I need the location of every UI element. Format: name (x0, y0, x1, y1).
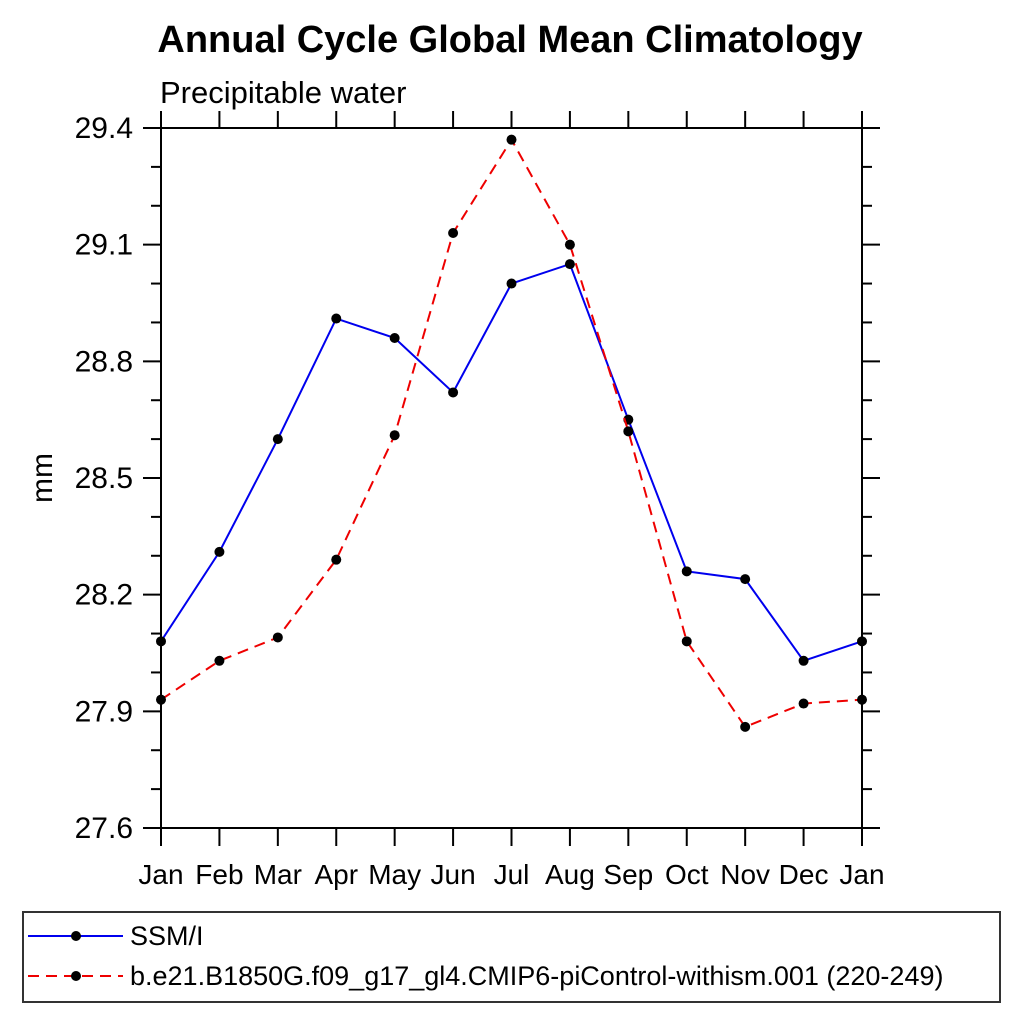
x-tick-label: Aug (545, 859, 595, 890)
data-point (857, 636, 867, 647)
data-point (798, 655, 809, 666)
y-tick-label: 27.9 (75, 695, 133, 728)
y-tick-label: 29.1 (75, 229, 133, 262)
x-tick-label: Feb (195, 859, 243, 890)
legend-sample-marker-1 (71, 971, 81, 981)
data-point (448, 228, 459, 238)
y-tick-label: 28.5 (75, 462, 133, 495)
legend-label-model: b.e21.B1850G.f09_g17_gl4.CMIP6-piControl… (130, 961, 943, 991)
x-tick-label: Jul (494, 859, 530, 890)
x-tick-label: Oct (665, 859, 709, 890)
x-tick-label: Mar (254, 859, 302, 890)
data-point (389, 430, 400, 441)
x-tick-label: Sep (603, 859, 653, 890)
data-point (506, 134, 517, 145)
data-point (156, 636, 166, 647)
data-point (564, 259, 575, 270)
x-tick-label: Jun (431, 859, 476, 890)
legend-label-ssmi: SSM/I (130, 921, 204, 951)
data-point (272, 434, 283, 445)
x-tick-label: Jan (839, 859, 884, 890)
data-point (331, 313, 342, 324)
chart-subtitle: Precipitable water (160, 75, 406, 110)
x-tick-label: May (368, 859, 421, 890)
data-point (214, 655, 225, 666)
x-tick-label: Jan (138, 859, 183, 890)
y-tick-label: 27.6 (75, 812, 133, 845)
y-tick-label: 29.4 (75, 112, 133, 145)
data-point (857, 694, 867, 705)
data-point (798, 698, 809, 709)
data-point (448, 387, 459, 398)
legend: SSM/I b.e21.B1850G.f09_g17_gl4.CMIP6-piC… (22, 911, 1001, 1003)
data-point (564, 239, 575, 250)
data-point (331, 554, 342, 565)
y-tick-label: 28.8 (75, 345, 133, 378)
data-point (214, 546, 225, 557)
data-point (681, 636, 692, 647)
data-point (681, 566, 692, 577)
legend-box (22, 911, 1001, 1003)
data-point (156, 694, 166, 705)
series-line-1 (160, 137, 863, 729)
series-line-0 (160, 262, 863, 662)
legend-sample-marker-0 (71, 931, 81, 941)
data-point (623, 426, 634, 437)
data-point (389, 333, 400, 343)
data-point (506, 278, 517, 289)
y-tick-label: 28.2 (75, 579, 133, 612)
data-point (272, 632, 283, 643)
axes: Jan Feb Mar Apr May Jun Jul Aug Sep Oct Nov Dec Jan2… (75, 111, 885, 890)
x-tick-label: Nov (720, 859, 770, 890)
x-tick-label: Apr (314, 859, 358, 890)
plot-series (156, 134, 867, 732)
y-axis-label: mm (26, 453, 59, 503)
data-point (740, 574, 751, 585)
data-point (740, 721, 751, 732)
x-tick-label: Dec (779, 859, 829, 890)
chart-title: Annual Cycle Global Mean Climatology (157, 19, 862, 61)
legend-samples (28, 931, 123, 981)
